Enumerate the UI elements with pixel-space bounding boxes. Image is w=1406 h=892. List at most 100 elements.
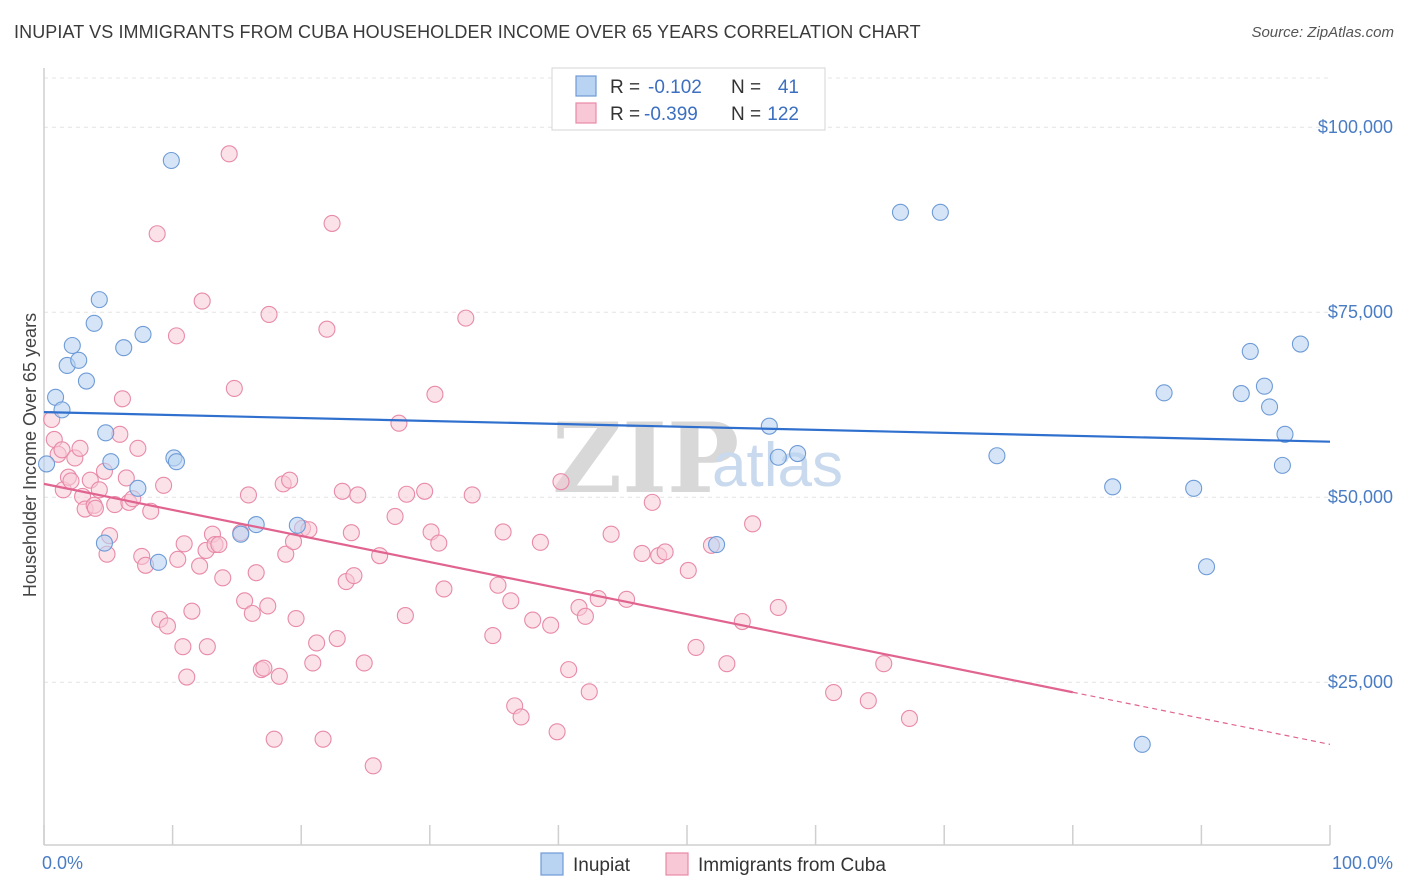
data-point-inupiat (97, 424, 115, 442)
data-point-cuba (484, 627, 502, 645)
data-point-cuba (342, 524, 360, 542)
data-point-cuba (333, 482, 351, 500)
data-point-cuba (416, 482, 434, 500)
data-point-inupiat (167, 453, 186, 471)
data-point-cuba (494, 523, 512, 541)
data-point-inupiat (1291, 335, 1309, 353)
data-point-cuba (236, 592, 254, 610)
data-point-inupiat (760, 417, 778, 435)
data-point-inupiat (769, 448, 787, 466)
data-point-cuba (900, 709, 919, 728)
data-point-inupiat (931, 203, 949, 221)
data-point-cuba (210, 536, 228, 554)
data-point-cuba (328, 629, 346, 648)
data-point-inupiat (247, 516, 265, 534)
data-point-inupiat (149, 553, 168, 571)
data-point-cuba (193, 292, 211, 310)
data-point-inupiat (1133, 735, 1151, 753)
data-point-inupiat (129, 479, 147, 497)
data-point-inupiat (1104, 478, 1122, 496)
data-point-cuba (531, 533, 549, 551)
data-point-cuba (552, 473, 570, 491)
data-point-cuba (323, 214, 341, 232)
data-point-cuba (169, 550, 187, 568)
data-point-cuba (178, 668, 196, 686)
data-point-cuba (426, 385, 444, 403)
data-point-cuba (548, 723, 566, 741)
data-point-cuba (117, 469, 135, 487)
data-point-cuba (113, 390, 131, 408)
legend-r-label-1: R = (610, 77, 640, 98)
data-point-cuba (308, 634, 326, 652)
data-point-cuba (243, 604, 261, 622)
data-point-cuba (111, 425, 129, 443)
data-point-inupiat (1155, 384, 1173, 402)
data-point-cuba (524, 611, 542, 629)
data-point-cuba (277, 545, 295, 563)
data-point-inupiat (891, 203, 910, 221)
data-point-inupiat (1261, 398, 1279, 416)
data-point-cuba (656, 543, 674, 561)
series-inupiat (38, 151, 1309, 753)
data-point-cuba (398, 485, 416, 503)
data-point-cuba (270, 667, 288, 685)
data-point-cuba (364, 757, 382, 775)
source-label: Source: ZipAtlas.com (1251, 24, 1394, 41)
data-point-cuba (643, 493, 661, 511)
data-point-inupiat (63, 336, 81, 355)
data-point-inupiat (1255, 377, 1273, 395)
data-point-cuba (502, 592, 520, 610)
data-point-inupiat (1197, 558, 1216, 576)
trend-line-inupiat (43, 411, 1331, 443)
data-point-cuba (167, 327, 186, 345)
trend-line-cuba-extrapolated (1072, 691, 1331, 745)
data-point-cuba (255, 659, 273, 677)
legend-r-label-2: R = (610, 104, 640, 125)
data-point-cuba (825, 684, 843, 702)
data-point-cuba (769, 598, 787, 617)
data-point-cuba (542, 616, 560, 634)
data-point-inupiat (90, 291, 108, 309)
data-point-inupiat (1232, 385, 1250, 403)
data-point-cuba (349, 486, 367, 504)
data-point-cuba (259, 597, 277, 615)
data-point-cuba (239, 486, 258, 504)
data-point-cuba (86, 499, 104, 517)
y-tick-label: $100,000 (1318, 117, 1393, 137)
legend: R = -0.102 N = 41 R = -0.399 N = 122 (551, 67, 826, 131)
data-point-cuba (602, 525, 620, 543)
data-point-cuba (618, 590, 636, 608)
data-point-cuba (489, 576, 507, 594)
data-point-inupiat (288, 516, 306, 534)
data-point-inupiat (95, 534, 113, 552)
legend-frame (551, 67, 826, 131)
data-point-cuba (580, 683, 598, 701)
bottom-legend-label-inupiat: Inupiat (573, 855, 631, 876)
data-point-cuba (345, 567, 363, 585)
data-point-inupiat (162, 151, 180, 170)
data-point-cuba (225, 379, 243, 397)
data-point-cuba (679, 561, 697, 580)
data-point-cuba (71, 439, 89, 457)
data-point-inupiat (988, 447, 1006, 465)
legend-r-value-2: -0.399 (644, 104, 698, 125)
data-point-inupiat (1185, 479, 1203, 497)
data-point-cuba (718, 655, 736, 673)
data-point-cuba (191, 557, 209, 575)
data-point-cuba (875, 655, 893, 673)
bottom-legend-label-cuba: Immigrants from Cuba (698, 855, 886, 876)
data-point-cuba (633, 544, 651, 562)
data-point-cuba (687, 638, 705, 656)
data-point-cuba (214, 569, 232, 587)
data-point-cuba (744, 515, 762, 533)
legend-n-value-1: 41 (778, 77, 799, 98)
data-point-cuba (287, 610, 305, 628)
data-point-cuba (281, 471, 299, 489)
data-point-inupiat (115, 339, 133, 357)
data-point-cuba (155, 476, 173, 494)
data-point-inupiat (38, 455, 56, 473)
data-point-cuba (576, 607, 594, 625)
legend-swatch-cuba (575, 102, 597, 124)
y-tick-labels: $25,000 $50,000 $75,000 $100,000 (1318, 117, 1393, 692)
bottom-legend-swatch-cuba (665, 852, 689, 876)
